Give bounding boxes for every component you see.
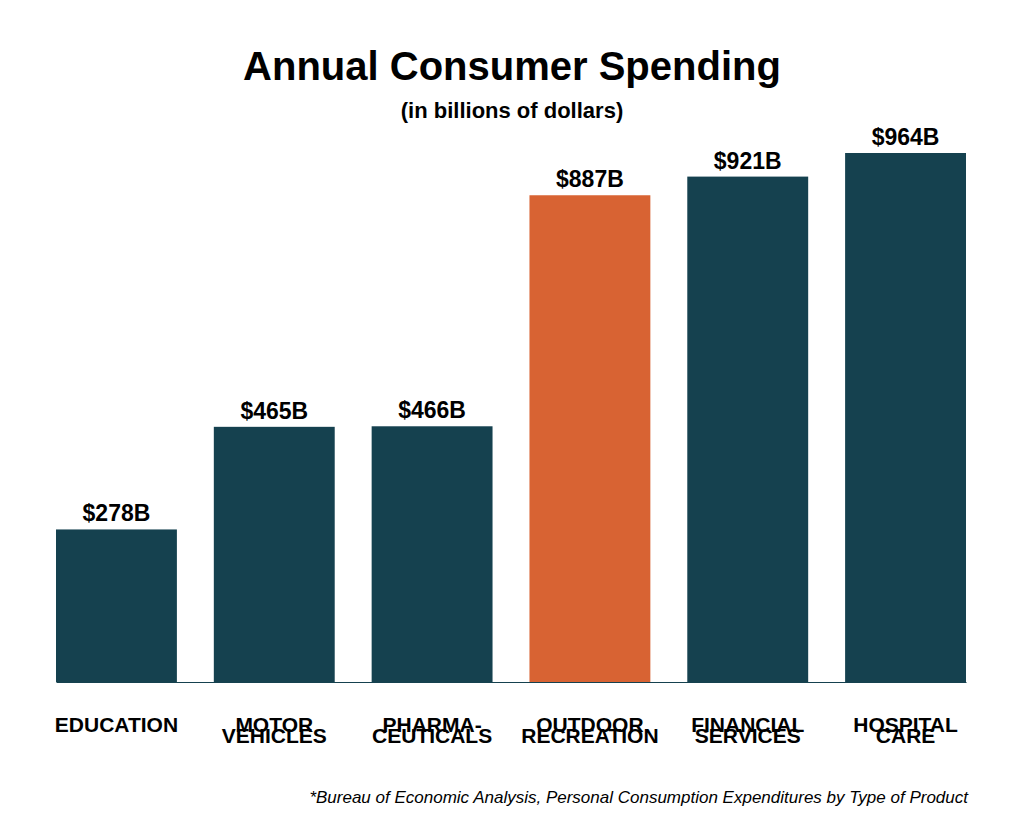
x-axis: EDUCATION MOTORVEHICLES PHARMA-CEUTICALS OU… [55, 682, 967, 747]
x-tick: PHARMA-CEUTICALS [372, 682, 492, 747]
x-tick: FINANCIALSERVICES [691, 682, 804, 747]
x-tick-label-line: VEHICLES [222, 724, 327, 747]
subtitle: (in billions of dollars) [401, 98, 623, 123]
x-tick: HOSPITALCARE [853, 682, 958, 747]
x-axis-line [57, 682, 967, 683]
data-label: $278B [83, 500, 151, 526]
source: *Bureau of Economic Analysis, Personal C… [309, 788, 969, 807]
x-tick-label-line: EDUCATION [55, 713, 178, 736]
x-tick: OUTDOORRECREATION [521, 682, 658, 747]
title: Annual Consumer Spending [243, 44, 781, 88]
bar [687, 177, 808, 682]
bar [845, 153, 966, 682]
bar [529, 195, 650, 682]
bar [56, 529, 177, 682]
bars [56, 153, 966, 682]
data-label: $887B [556, 166, 624, 192]
x-tick-label-line: RECREATION [521, 724, 658, 747]
x-tick-label-line: CARE [876, 724, 936, 747]
data-label: $465B [240, 398, 308, 424]
x-tick-label: PHARMA-CEUTICALS [372, 713, 492, 747]
x-tick-label: MOTORVEHICLES [222, 713, 327, 747]
x-tick-label: HOSPITALCARE [853, 713, 958, 747]
data-label: $964B [872, 124, 940, 150]
data-label: $921B [714, 148, 782, 174]
chart: Annual Consumer Spending (in billions of … [0, 0, 1024, 832]
x-tick-label-line: SERVICES [695, 724, 801, 747]
x-tick: MOTORVEHICLES [222, 682, 327, 747]
x-tick-label: FINANCIALSERVICES [691, 713, 804, 747]
x-tick-label: OUTDOORRECREATION [521, 713, 658, 747]
x-tick-label: EDUCATION [55, 713, 178, 736]
bar [214, 427, 335, 682]
x-tick: EDUCATION [55, 682, 178, 736]
data-labels: $278B $465B $466B $887B $921B $964B [83, 124, 940, 526]
data-label: $466B [398, 397, 466, 423]
bar [372, 426, 493, 682]
x-tick-label-line: CEUTICALS [372, 724, 492, 747]
